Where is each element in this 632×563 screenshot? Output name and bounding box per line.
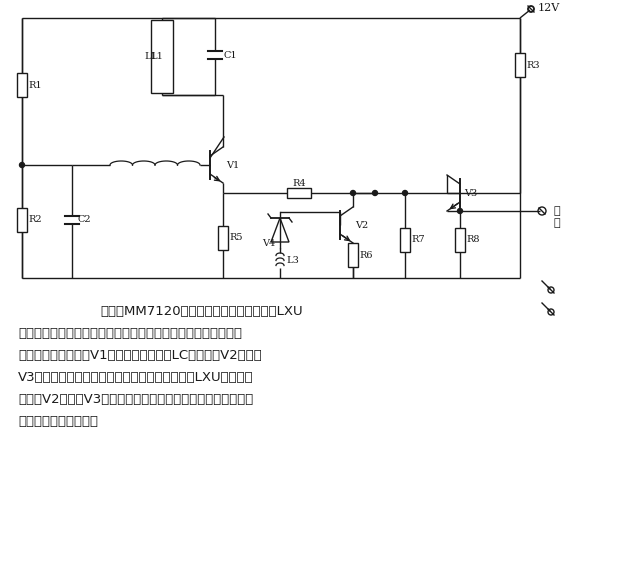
Text: R5: R5: [229, 234, 243, 243]
Bar: [455, 228, 465, 252]
Text: C2: C2: [78, 216, 92, 225]
Circle shape: [20, 163, 25, 168]
Text: V1: V1: [226, 160, 240, 169]
Text: L1: L1: [150, 52, 164, 61]
Bar: [17, 208, 27, 232]
Bar: [348, 243, 358, 267]
Text: 所示为MM7120型平面磨床无触点行程开关LXU: 所示为MM7120型平面磨床无触点行程开关LXU: [100, 305, 303, 318]
Bar: [287, 188, 311, 198]
Text: R2: R2: [28, 216, 42, 225]
Text: V3: V3: [464, 189, 477, 198]
Circle shape: [458, 208, 463, 213]
Text: 12V: 12V: [538, 3, 560, 13]
Bar: [218, 226, 228, 250]
Text: V2: V2: [355, 221, 368, 230]
Text: L1: L1: [144, 52, 157, 61]
Text: V3截止，输出电压为零。当工作台的机械块通过LXU时，振荡: V3截止，输出电压为零。当工作台的机械块通过LXU时，振荡: [18, 371, 253, 384]
Text: C1: C1: [223, 51, 236, 60]
Text: R6: R6: [359, 251, 372, 260]
Text: 器三级组成，三极管V1、电感、电容组成LC振荡器。V2导通时: 器三级组成，三极管V1、电感、电容组成LC振荡器。V2导通时: [18, 349, 262, 362]
Text: 动，工作台横向进给。: 动，工作台横向进给。: [18, 415, 98, 428]
Bar: [17, 73, 27, 97]
Text: 出: 出: [554, 218, 561, 228]
Text: R1: R1: [28, 81, 42, 90]
Bar: [151, 20, 173, 93]
Text: 输: 输: [554, 206, 561, 216]
Circle shape: [403, 190, 408, 195]
Circle shape: [351, 190, 355, 195]
Text: 停止，V2截止，V3导通，有电压输出，晶闸管导通，电动机转: 停止，V2截止，V3导通，有电压输出，晶闸管导通，电动机转: [18, 393, 253, 406]
Text: R7: R7: [411, 235, 425, 244]
Text: R4: R4: [292, 180, 306, 189]
Text: L3: L3: [286, 256, 299, 265]
Text: R3: R3: [526, 60, 540, 69]
Bar: [515, 53, 525, 77]
Text: 的原理图。从图中可以看出，电路由振荡器、放大器和射极跟随: 的原理图。从图中可以看出，电路由振荡器、放大器和射极跟随: [18, 327, 242, 340]
Bar: [400, 228, 410, 252]
Text: R8: R8: [466, 235, 480, 244]
Circle shape: [372, 190, 377, 195]
Text: V4: V4: [262, 239, 276, 248]
